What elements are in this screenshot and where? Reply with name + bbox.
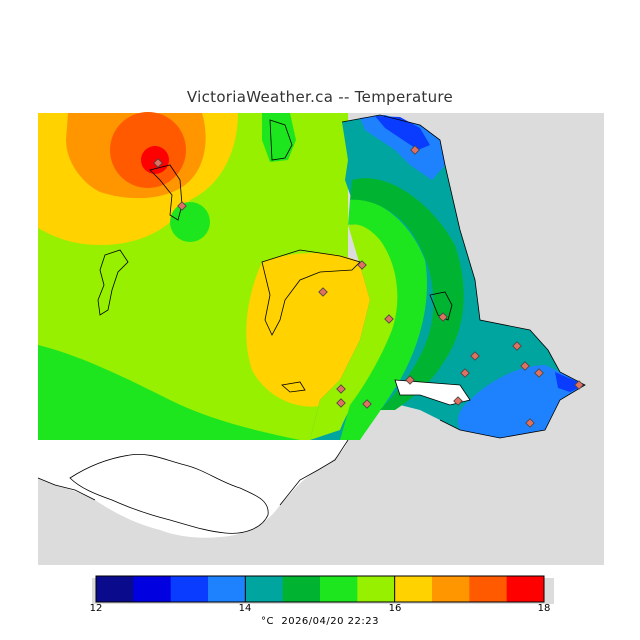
legend-frame xyxy=(95,575,545,603)
legend-swatch xyxy=(506,576,545,602)
island-coastline-south xyxy=(69,453,269,534)
station-marker[interactable] xyxy=(410,145,420,155)
legend-swatch xyxy=(133,576,172,602)
station-marker[interactable] xyxy=(384,314,394,324)
legend-tick-label: 18 xyxy=(537,603,551,614)
legend-swatch xyxy=(320,576,358,602)
coast-outline-central xyxy=(261,249,361,336)
station-marker[interactable] xyxy=(336,398,346,408)
temp-zone-14-5-east xyxy=(340,199,428,440)
legend-swatch xyxy=(432,576,470,602)
unit-label: °C xyxy=(261,616,274,627)
temp-zone-15-east-inner xyxy=(310,224,406,440)
legend-swatch xyxy=(394,576,433,602)
station-marker[interactable] xyxy=(520,361,530,371)
coast-outline-north xyxy=(269,119,293,161)
station-marker[interactable] xyxy=(512,341,522,351)
island-outline-4 xyxy=(429,291,453,321)
legend-swatch xyxy=(208,576,246,602)
station-marker[interactable] xyxy=(153,158,163,168)
legend-tick-label: 14 xyxy=(238,603,252,614)
temp-zone-13-5-ne xyxy=(360,115,445,180)
station-marker[interactable] xyxy=(362,399,372,409)
island-outline-2 xyxy=(149,164,183,221)
legend-swatch xyxy=(469,576,508,602)
temp-zone-13-5-se xyxy=(458,365,585,438)
station-marker[interactable] xyxy=(453,396,463,406)
station-marker[interactable] xyxy=(405,375,415,385)
legend-swatch xyxy=(96,576,134,602)
station-marker[interactable] xyxy=(460,368,470,378)
temp-zone-13-ne xyxy=(375,116,430,150)
timestamp: 2026/04/20 22:23 xyxy=(281,616,379,627)
legend-swatch xyxy=(245,576,284,602)
station-marker[interactable] xyxy=(357,260,367,270)
station-marker[interactable] xyxy=(318,287,328,297)
legend-swatch xyxy=(170,576,209,602)
temp-zone-14-15-sw xyxy=(38,345,300,440)
station-marker[interactable] xyxy=(470,351,480,361)
coast-outline-east xyxy=(341,114,586,439)
legend-swatch xyxy=(357,576,396,602)
map-title: VictoriaWeather.ca -- Temperature xyxy=(186,88,454,106)
legend-swatch xyxy=(282,576,321,602)
station-marker[interactable] xyxy=(525,418,535,428)
legend-tick-label: 12 xyxy=(89,603,103,614)
station-marker[interactable] xyxy=(177,201,187,211)
legend-tick-label: 16 xyxy=(388,603,402,614)
inlet-water-east xyxy=(394,379,471,406)
legend-footer: °C 2026/04/20 22:23 xyxy=(0,616,640,627)
station-marker[interactable] xyxy=(534,368,544,378)
temp-zone-14-east-mid xyxy=(350,178,464,410)
island-outline-3 xyxy=(281,381,306,393)
station-marker[interactable] xyxy=(336,384,346,394)
island-outline-1 xyxy=(97,249,129,316)
coast-outline-south xyxy=(37,439,349,506)
station-marker[interactable] xyxy=(438,312,448,322)
station-marker[interactable] xyxy=(574,380,584,390)
